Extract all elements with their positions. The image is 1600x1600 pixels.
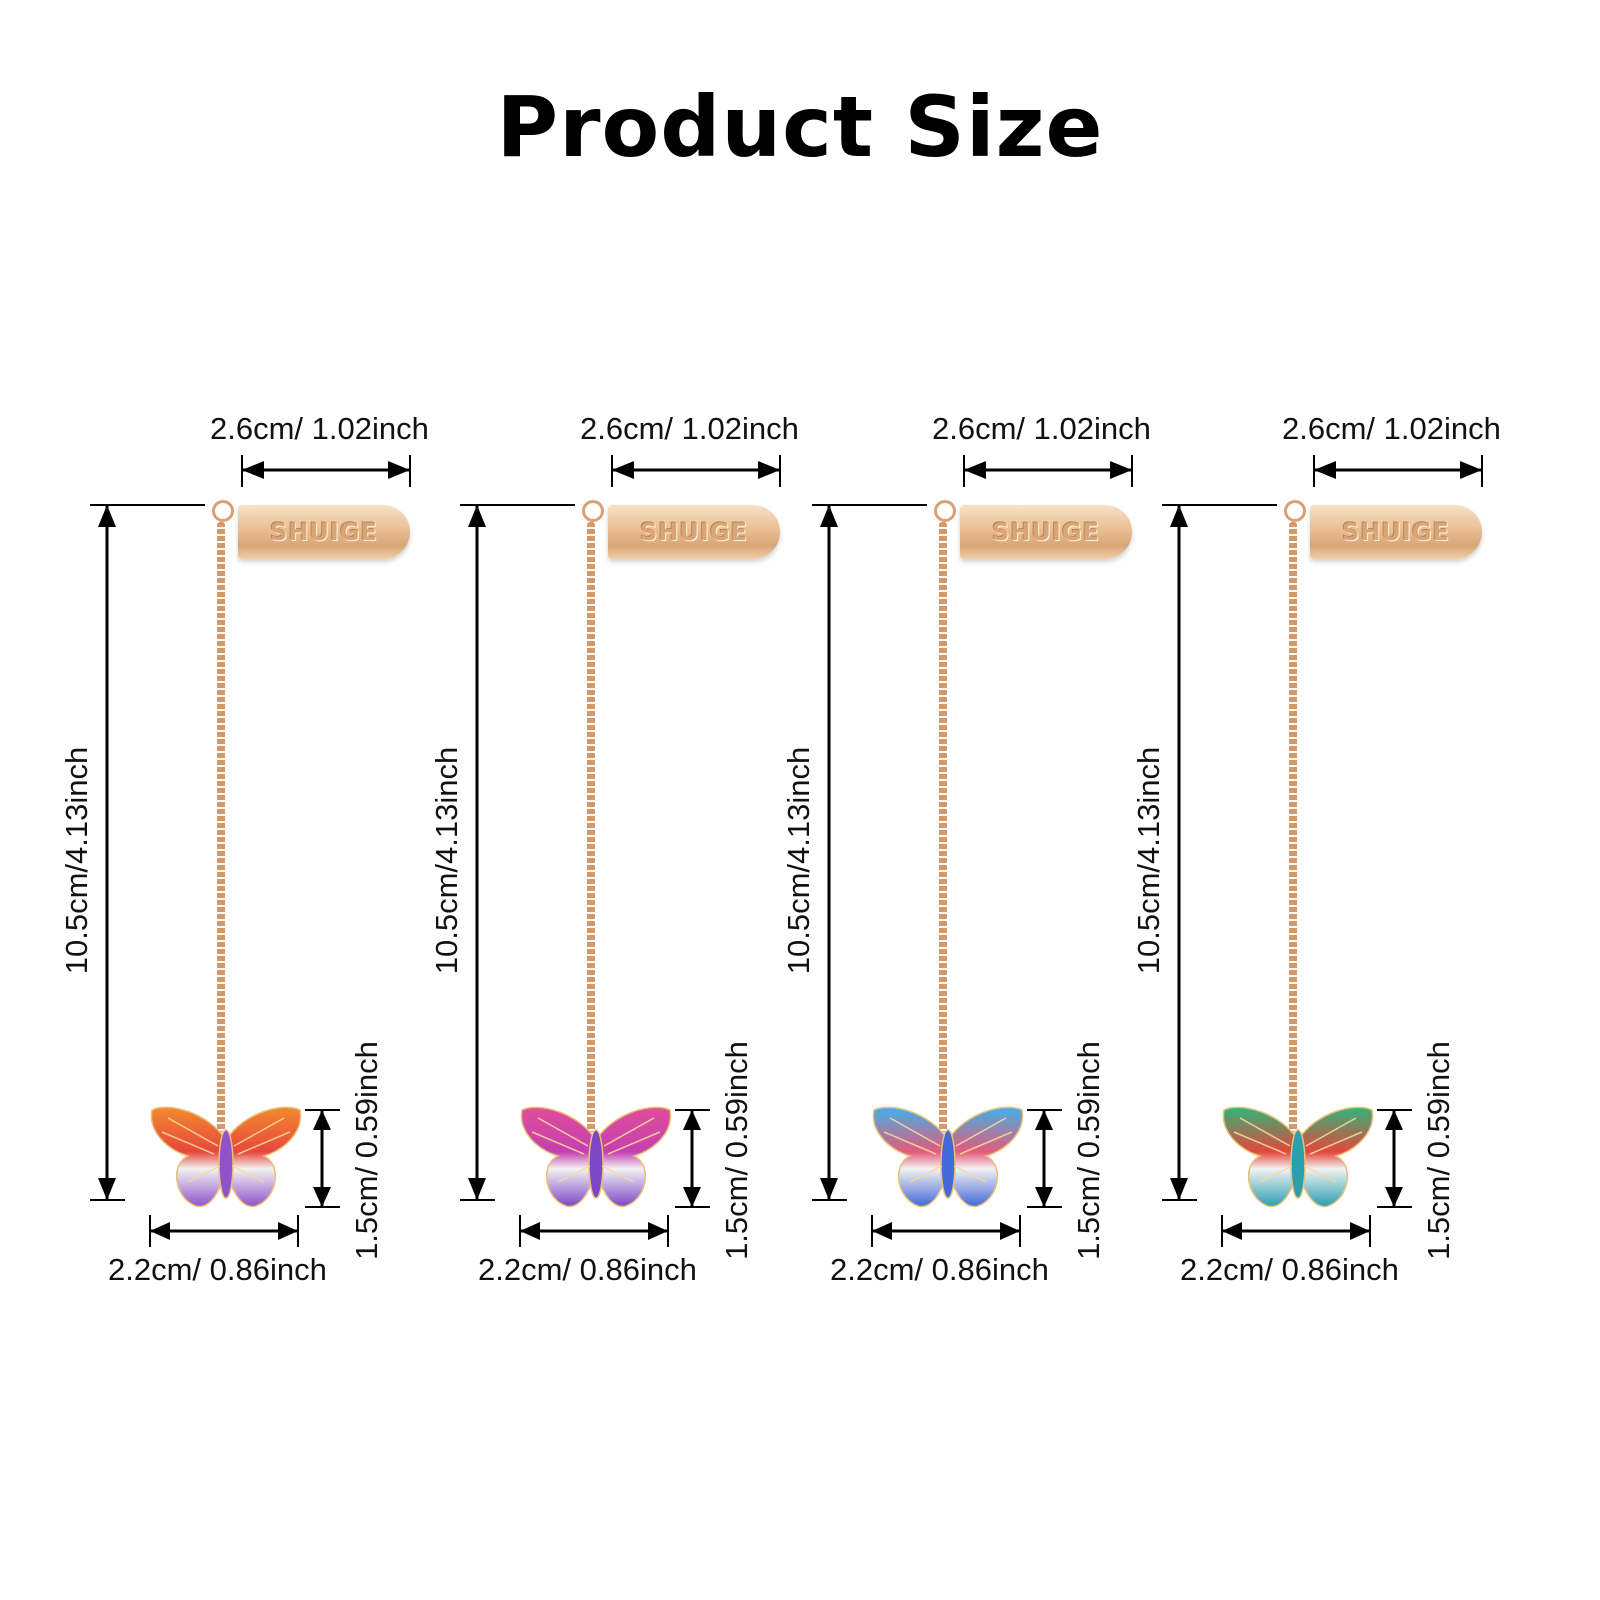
chain-ring xyxy=(582,500,604,522)
butterfly-charm-icon xyxy=(1220,1102,1376,1212)
length-label: 10.5cm/4.13inch xyxy=(429,746,465,975)
tab-engraving: SHUIGE xyxy=(992,518,1100,546)
bookmark-item-2: 2.6cm/ 1.02inch 10 xyxy=(370,0,799,1600)
dimension-lines xyxy=(1162,455,1483,1247)
charm-height-label: 1.5cm/ 0.59inch xyxy=(1420,1041,1456,1260)
length-label: 10.5cm/4.13inch xyxy=(59,746,95,975)
bookmark-chain xyxy=(939,522,947,1132)
length-label: 10.5cm/4.13inch xyxy=(781,746,817,975)
charm-width-label: 2.2cm/ 0.86inch xyxy=(1180,1252,1399,1287)
charm-width-label: 2.2cm/ 0.86inch xyxy=(478,1252,697,1287)
chain-ring xyxy=(1284,500,1306,522)
bookmark-tab: SHUIGE xyxy=(238,505,410,559)
tab-width-label: 2.6cm/ 1.02inch xyxy=(1282,411,1501,446)
bookmark-chain xyxy=(217,522,225,1132)
tab-engraving: SHUIGE xyxy=(270,518,378,546)
length-label: 10.5cm/4.13inch xyxy=(1131,746,1167,975)
charm-width-label: 2.2cm/ 0.86inch xyxy=(830,1252,1049,1287)
bookmark-tab: SHUIGE xyxy=(608,505,780,559)
bookmark-chain xyxy=(587,522,595,1132)
tab-engraving: SHUIGE xyxy=(1342,518,1450,546)
tab-width-label: 2.6cm/ 1.02inch xyxy=(932,411,1151,446)
bookmark-item-4: 2.6cm/ 1.02inch 10 xyxy=(1072,0,1501,1600)
bookmark-chain xyxy=(1289,522,1297,1132)
dimension-lines xyxy=(90,455,411,1247)
tab-width-label: 2.6cm/ 1.02inch xyxy=(210,411,429,446)
dimension-lines xyxy=(812,455,1133,1247)
butterfly-charm-icon xyxy=(870,1102,1026,1212)
bookmark-tab: SHUIGE xyxy=(1310,505,1482,559)
page-title: Product Size xyxy=(496,78,1104,176)
bookmark-tab: SHUIGE xyxy=(960,505,1132,559)
charm-width-label: 2.2cm/ 0.86inch xyxy=(108,1252,327,1287)
chain-ring xyxy=(212,500,234,522)
bookmark-item-1: 2.6cm/ 1.02inch 10 xyxy=(0,0,429,1600)
butterfly-charm-icon xyxy=(518,1102,674,1212)
tab-engraving: SHUIGE xyxy=(640,518,748,546)
tab-width-label: 2.6cm/ 1.02inch xyxy=(580,411,799,446)
butterfly-charm-icon xyxy=(148,1102,304,1212)
bookmark-item-3: 2.6cm/ 1.02inch 10 xyxy=(722,0,1151,1600)
dimension-lines xyxy=(460,455,781,1247)
chain-ring xyxy=(934,500,956,522)
